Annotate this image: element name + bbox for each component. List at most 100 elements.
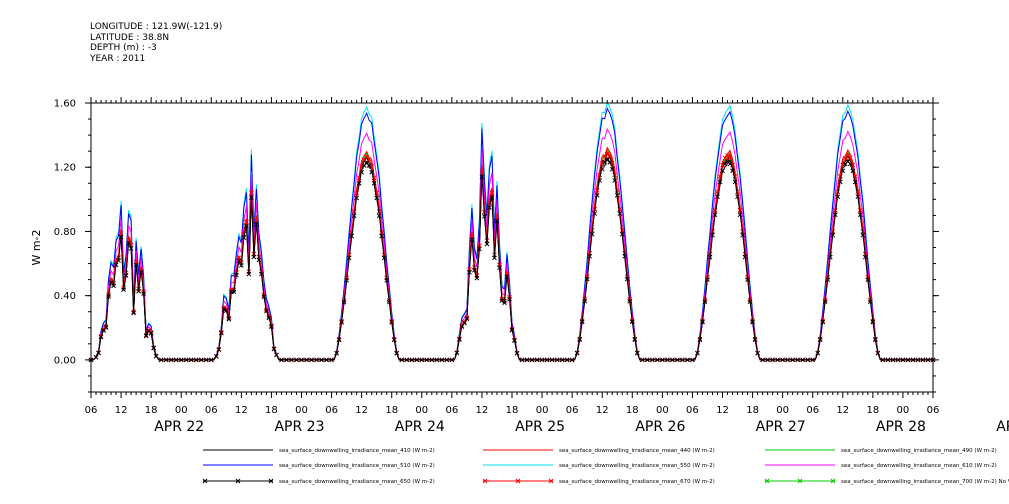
- x-hour-label: 18: [145, 405, 158, 416]
- series-marker: [216, 347, 222, 353]
- series-marker: [128, 246, 134, 251]
- series-marker: [825, 277, 831, 283]
- series-marker: [126, 241, 131, 246]
- x-day-label: APR 24: [395, 419, 445, 435]
- series-marker: [830, 232, 836, 238]
- series-marker: [847, 161, 853, 167]
- series-marker: [695, 350, 700, 356]
- series-marker: [760, 357, 765, 363]
- series-marker: [817, 337, 823, 343]
- series-marker: [740, 232, 745, 238]
- series-marker: [544, 357, 550, 363]
- series-marker: [715, 194, 720, 200]
- series-marker: [93, 354, 99, 360]
- series-marker: [795, 357, 801, 363]
- series-marker: [236, 258, 242, 264]
- series-marker: [742, 254, 748, 260]
- series-marker: [148, 330, 154, 336]
- series-marker: [810, 357, 816, 363]
- depth-text: DEPTH (m) : -3: [90, 43, 157, 53]
- series-marker: [624, 276, 630, 282]
- series-marker: [494, 214, 500, 220]
- x-hour-label: 06: [927, 405, 940, 416]
- series-marker: [592, 211, 598, 216]
- series-marker: [138, 269, 144, 275]
- series-marker: [319, 357, 324, 363]
- series-marker: [727, 155, 733, 161]
- series-layer: [88, 100, 936, 363]
- y-tick-label: 1.60: [54, 99, 76, 110]
- series-marker: [822, 299, 828, 305]
- metadata-header: LONGITUDE : 121.9W(-121.9) LATITUDE : 38…: [90, 22, 222, 64]
- series-marker: [627, 298, 633, 304]
- series-marker: [730, 168, 735, 174]
- series-marker: [827, 254, 833, 260]
- series-marker: [264, 308, 269, 314]
- legend-marker: [548, 478, 554, 484]
- series-marker: [890, 357, 896, 363]
- series-marker: [737, 212, 743, 218]
- series-marker: [507, 296, 512, 302]
- series-marker: [309, 357, 314, 363]
- series-marker: [391, 337, 397, 343]
- series-marker: [439, 357, 445, 363]
- series-marker: [665, 357, 670, 363]
- series-marker: [702, 299, 708, 305]
- series-marker: [434, 357, 440, 363]
- series-marker: [271, 346, 277, 352]
- series-marker: [208, 357, 214, 363]
- series-marker: [198, 357, 204, 363]
- series-marker: [524, 357, 530, 363]
- series-marker: [459, 324, 465, 330]
- legend-marker: [235, 478, 241, 484]
- series-marker: [847, 155, 853, 161]
- series-marker: [246, 271, 252, 277]
- series-marker: [106, 294, 111, 299]
- series-marker: [564, 357, 570, 363]
- x-hour-label: 06: [85, 405, 98, 416]
- series-marker: [349, 233, 354, 239]
- series-marker: [594, 193, 600, 198]
- series-marker: [622, 253, 628, 259]
- x-day-label: APR 28: [876, 419, 926, 435]
- series-marker: [850, 162, 856, 168]
- y-tick-label: 0.80: [54, 227, 76, 238]
- series-marker: [614, 193, 620, 198]
- series-marker: [304, 357, 309, 363]
- x-day-label: APR 22: [154, 419, 204, 435]
- x-day-label: APR 27: [756, 419, 806, 435]
- series-marker: [374, 195, 380, 201]
- series-marker: [569, 357, 575, 363]
- series-marker: [732, 179, 738, 185]
- series-marker: [720, 162, 725, 168]
- series-marker: [820, 319, 826, 325]
- series-marker: [519, 357, 525, 363]
- series-marker: [597, 178, 603, 183]
- series-marker: [346, 255, 352, 261]
- series-marker: [454, 350, 460, 356]
- series-marker: [279, 357, 284, 363]
- series-marker: [895, 357, 901, 363]
- series-marker: [457, 337, 462, 342]
- series-marker: [539, 357, 545, 363]
- series-marker: [612, 178, 618, 183]
- y-tick-label: 0.40: [54, 291, 76, 302]
- series-marker: [118, 234, 124, 240]
- series-marker: [98, 334, 104, 340]
- series-marker: [584, 276, 590, 282]
- series-marker: [284, 357, 289, 363]
- series-marker: [880, 357, 886, 363]
- series-marker: [449, 357, 455, 363]
- series-marker: [770, 357, 775, 363]
- series-marker: [419, 357, 425, 363]
- series-marker: [639, 357, 645, 363]
- series-marker: [111, 283, 116, 289]
- legend-layer: sea_surface_downwelling_irradiance_mean_…: [202, 448, 1009, 485]
- series-marker: [341, 299, 347, 305]
- series-marker: [850, 168, 856, 174]
- series-marker: [183, 357, 189, 363]
- series-marker: [489, 190, 495, 195]
- x-hour-label: 12: [716, 405, 729, 416]
- longitude-text: LONGITUDE : 121.9W(-121.9): [90, 22, 223, 32]
